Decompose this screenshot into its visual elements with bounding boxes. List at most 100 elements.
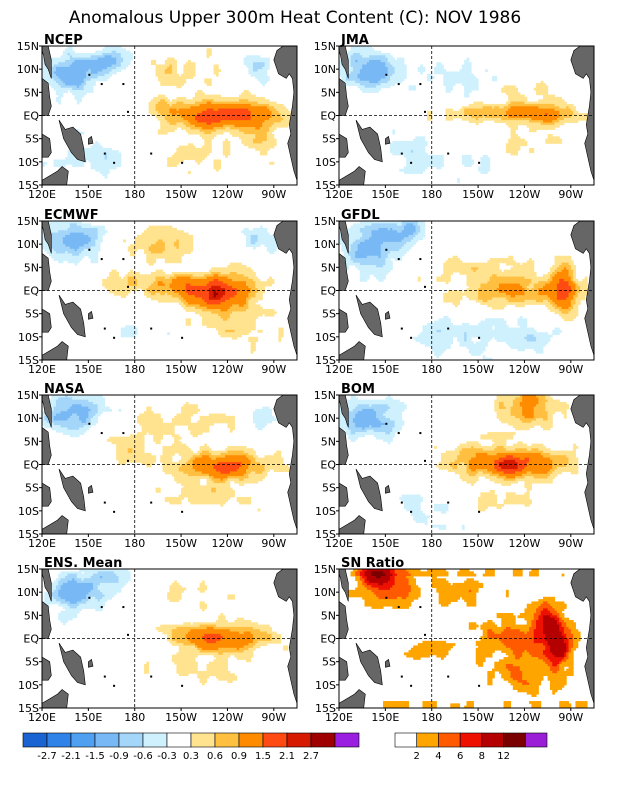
heatmap-cell — [102, 283, 129, 287]
island — [122, 83, 125, 86]
heatmap-cell — [566, 647, 569, 651]
heatmap-cell — [501, 622, 516, 626]
heatmap-cell — [464, 110, 507, 114]
heatmap-cell — [266, 134, 275, 137]
island — [122, 606, 125, 609]
heatmap-cell — [211, 271, 221, 275]
heatmap-cell — [176, 663, 198, 667]
heatmap-cell — [248, 66, 254, 70]
land-mass — [385, 658, 391, 668]
heatmap-cell — [568, 654, 574, 658]
heatmap-cell — [480, 157, 491, 161]
heatmap-cell — [508, 138, 525, 142]
heatmap-cell — [538, 657, 549, 660]
heatmap-cell — [255, 147, 270, 151]
heatmap-cell — [155, 292, 161, 296]
land-mass — [42, 569, 52, 602]
heatmap-cell — [146, 260, 157, 264]
heatmap-cell — [164, 471, 184, 475]
heatmap-cell — [471, 115, 484, 119]
heatmap-cell — [568, 306, 574, 310]
heatmap-cell — [355, 575, 361, 579]
heatmap-cell — [561, 622, 567, 626]
heatmap-cell — [127, 450, 133, 454]
heatmap-cell — [461, 154, 472, 158]
heatmap-cell — [127, 278, 138, 282]
heatmap-cell — [524, 492, 530, 496]
heatmap-cell — [42, 422, 55, 426]
heatmap-cell — [568, 666, 574, 670]
heatmap-cell — [570, 290, 576, 294]
heatmap-cell — [378, 227, 389, 231]
x-tick-label: 120E — [325, 537, 353, 550]
heatmap-cell — [201, 647, 219, 651]
heatmap-cell — [380, 83, 396, 86]
heatmap-cell — [60, 571, 82, 575]
heatmap-cell — [211, 478, 221, 482]
heatmap-cell — [510, 626, 530, 630]
land-mass — [339, 569, 349, 602]
heatmap-cell — [171, 103, 201, 107]
heatmap-cell — [171, 473, 189, 477]
land-mass — [339, 689, 366, 708]
heatmap-cell — [350, 244, 359, 247]
heatmap-cell — [243, 57, 270, 61]
heatmap-cell — [556, 297, 567, 301]
heatmap-cell — [348, 592, 375, 595]
heatmap-cell — [533, 285, 544, 289]
heatmap-cell — [339, 234, 363, 238]
heatmap-cell — [526, 487, 532, 491]
heatmap-cell — [218, 677, 238, 681]
heatmap-cell — [503, 629, 521, 633]
heatmap-cell — [357, 569, 363, 572]
heatmap-cell — [505, 592, 509, 595]
island — [181, 161, 184, 164]
heatmap-cell — [408, 650, 449, 653]
heatmap-cell — [522, 677, 544, 681]
heatmap-cell — [369, 55, 386, 59]
heatmap-cell — [55, 585, 62, 589]
heatmap-cell — [246, 299, 249, 303]
heatmap-cell — [466, 283, 481, 287]
heatmap-cell — [76, 413, 89, 417]
heatmap-cell — [355, 587, 368, 591]
heatmap-cell — [543, 619, 558, 623]
heatmap-cell — [239, 136, 256, 140]
y-tick-label: 15S — [18, 354, 39, 367]
heatmap-cell — [568, 274, 574, 278]
heatmap-cell — [510, 413, 523, 417]
heatmap-cell — [396, 223, 403, 227]
heatmap-cell — [341, 399, 400, 403]
heatmap-cell — [403, 166, 428, 170]
heatmap-cell — [171, 64, 177, 68]
heatmap-cell — [116, 445, 145, 449]
heatmap-cell — [480, 159, 491, 163]
heatmap-cell — [236, 499, 252, 503]
heatmap-cell — [543, 650, 551, 653]
heatmap-cell — [176, 480, 201, 484]
heatmap-cell — [543, 652, 553, 656]
heatmap-cell — [88, 413, 96, 417]
heatmap-cell — [236, 469, 247, 472]
heatmap-cell — [106, 154, 122, 158]
heatmap-cell — [155, 73, 180, 77]
y-tick-label: 5S — [322, 133, 336, 146]
heatmap-cell — [556, 619, 560, 623]
heatmap-cell — [450, 462, 461, 465]
heatmap-cell — [139, 413, 161, 417]
heatmap-cell — [510, 131, 516, 135]
heatmap-cell — [508, 94, 525, 98]
heatmap-cell — [343, 262, 361, 266]
heatmap-cell — [195, 469, 217, 472]
heatmap-cell — [376, 265, 384, 268]
land-mass — [42, 656, 52, 681]
heatmap-cell — [55, 69, 89, 72]
heatmap-cell — [533, 638, 546, 642]
heatmap-cell — [241, 92, 252, 96]
heatmap-cell — [519, 657, 539, 660]
heatmap-cell — [104, 73, 113, 77]
heatmap-cell — [222, 150, 231, 154]
panel-title: ENS. Mean — [44, 556, 122, 571]
heatmap-cell — [454, 459, 470, 463]
heatmap-cell — [90, 596, 96, 600]
